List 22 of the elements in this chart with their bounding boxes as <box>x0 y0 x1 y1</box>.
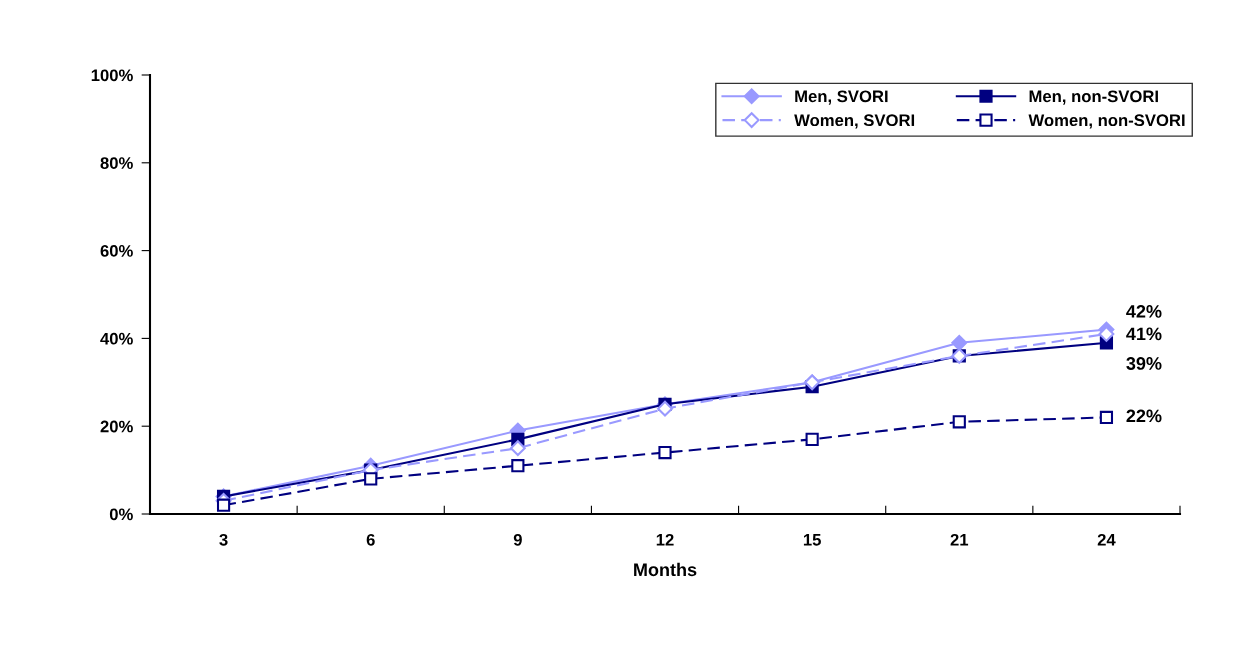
legend-label: Women, SVORI <box>794 114 915 129</box>
data-label: 41% <box>1126 327 1162 341</box>
data-label: 42% <box>1126 305 1162 318</box>
x-tick-label: 6 <box>366 533 375 546</box>
y-tick-label: 60% <box>100 245 133 257</box>
x-axis-title: Months <box>634 562 697 577</box>
x-tick-label: 21 <box>950 533 969 546</box>
data-label: 22% <box>1126 409 1162 423</box>
y-tick-label: 80% <box>100 157 133 169</box>
x-tick-label: 3 <box>219 533 228 546</box>
x-tick-label: 15 <box>803 534 821 546</box>
y-tick-label: 20% <box>100 420 133 433</box>
x-tick-label: 12 <box>656 533 674 546</box>
x-tick-label: 24 <box>1097 533 1116 546</box>
legend-label: Women, non-SVORI <box>1028 114 1185 129</box>
y-tick-label: 0% <box>109 508 133 521</box>
legend-label: Men, non-SVORI <box>1029 90 1158 105</box>
x-tick-label: 9 <box>513 533 522 546</box>
y-tick-label: 40% <box>100 332 133 345</box>
data-label: 39% <box>1126 357 1162 370</box>
y-tick-label: 100% <box>91 69 133 82</box>
legend-label: Men, SVORI <box>795 90 888 105</box>
